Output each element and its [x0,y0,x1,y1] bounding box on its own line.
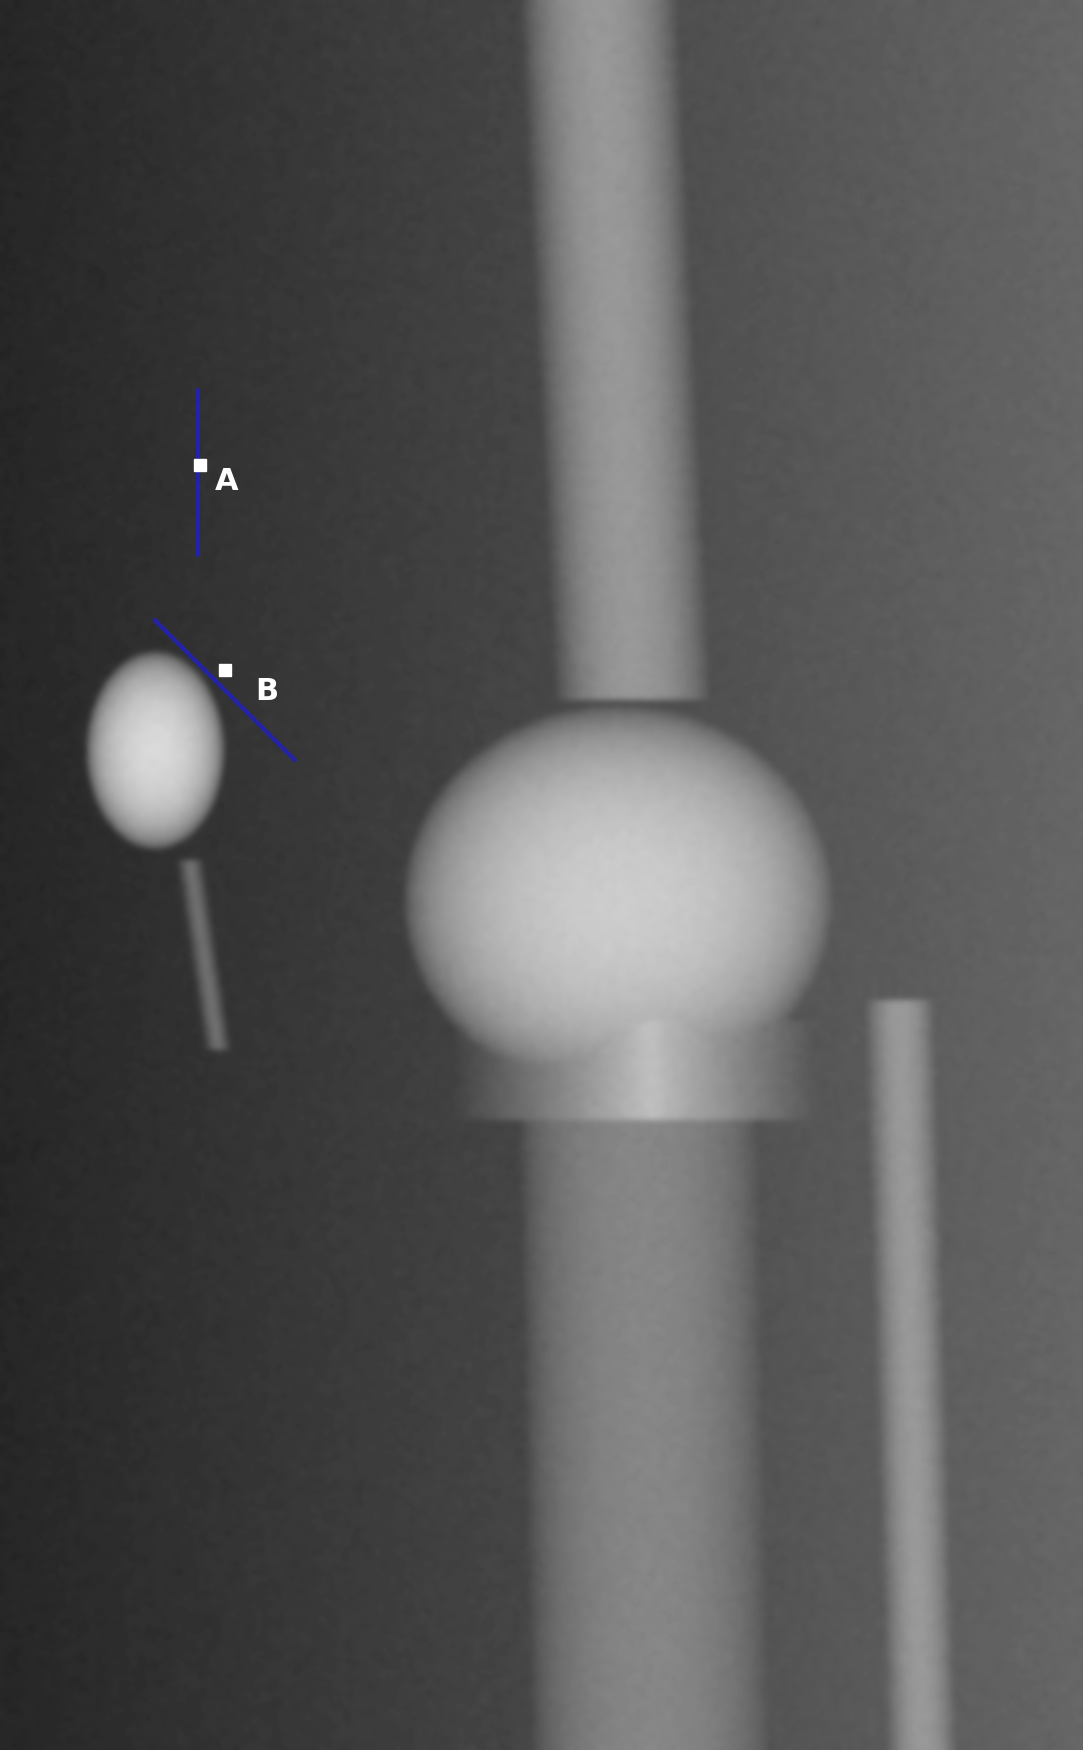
Text: A: A [216,467,238,495]
Text: B: B [255,677,278,705]
